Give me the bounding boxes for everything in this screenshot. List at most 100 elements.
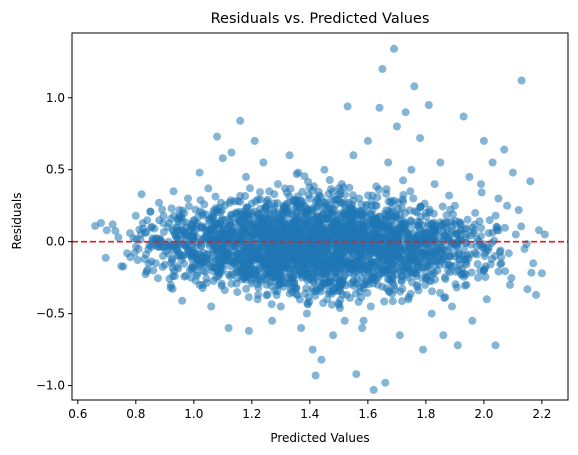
data-point [392,122,401,131]
data-point [375,185,383,194]
data-point [279,201,288,210]
data-point [526,177,535,186]
data-point [244,293,253,302]
data-point [209,276,218,285]
data-point [379,233,388,242]
data-point [213,132,221,141]
data-point [210,208,219,217]
data-point [399,176,408,185]
data-point [338,219,347,228]
data-point [166,283,175,292]
data-point [453,341,462,350]
data-point [168,272,177,281]
data-point [479,136,488,145]
data-point [410,243,419,252]
x-tick-label: 1.6 [358,407,377,421]
data-point [369,279,378,288]
data-point [462,239,470,248]
data-point [193,269,202,278]
data-point [487,239,496,248]
data-point [407,165,416,174]
data-point [159,212,168,220]
data-point [306,260,315,269]
data-point [449,210,457,219]
data-point [421,208,430,217]
data-point [296,230,305,239]
data-point [438,202,447,211]
data-point [204,184,213,193]
data-point [327,289,336,298]
data-point [256,188,264,197]
y-tick-label: −1.0 [36,379,65,393]
data-point [185,241,194,250]
data-point [503,201,512,210]
data-point [410,82,419,91]
data-point [389,226,398,235]
data-point [346,279,355,288]
data-point [237,265,246,274]
data-point [126,229,134,238]
data-point [317,355,326,364]
x-axis-ticks: 0.6 0.8 1.0 1.2 1.4 1.6 1.8 2.0 2.2 [68,400,551,421]
data-point [150,224,159,233]
data-point [306,275,315,283]
data-point [459,272,468,281]
data-point [422,262,430,271]
data-point [236,217,245,226]
data-point [369,385,378,394]
data-point [282,243,291,252]
data-point [180,272,189,281]
data-point [432,250,441,259]
data-point [375,103,384,112]
data-point [486,260,495,269]
data-point [340,316,349,325]
data-point [133,256,142,264]
data-point [387,266,396,275]
data-point [195,168,204,177]
data-point [491,341,500,350]
data-point [358,324,367,332]
data-point [424,101,433,109]
data-point [370,220,379,229]
data-point [452,242,461,251]
data-point [355,194,364,203]
data-point [155,198,163,207]
data-point [439,331,448,340]
data-point [352,370,361,379]
data-point [242,172,250,181]
data-point [514,206,523,214]
data-point [284,233,293,242]
data-point [123,249,132,258]
data-point [308,345,317,354]
data-point [359,316,368,325]
data-point [337,180,346,189]
data-point [500,145,509,154]
data-point [404,295,413,304]
data-point [323,295,332,304]
data-point [320,165,329,174]
data-point [456,226,465,235]
data-point [256,195,265,204]
data-point [256,223,265,232]
data-point [175,206,184,214]
data-point [517,76,526,85]
data-point [470,220,479,229]
data-point [282,259,291,268]
data-point [357,200,366,209]
data-point [131,211,140,220]
data-point [485,216,494,225]
x-tick-label: 1.2 [242,407,261,421]
data-point [181,230,190,239]
data-point [396,287,405,296]
data-point [412,269,421,278]
y-axis-ticks: −1.0 −0.5 0.0 0.5 1.0 [36,91,72,393]
data-point [247,276,256,285]
data-point [160,260,169,269]
data-point [290,197,299,206]
data-point [366,302,375,311]
data-point [477,188,486,197]
data-point [388,204,397,213]
data-point [250,136,259,145]
data-point [462,280,471,289]
